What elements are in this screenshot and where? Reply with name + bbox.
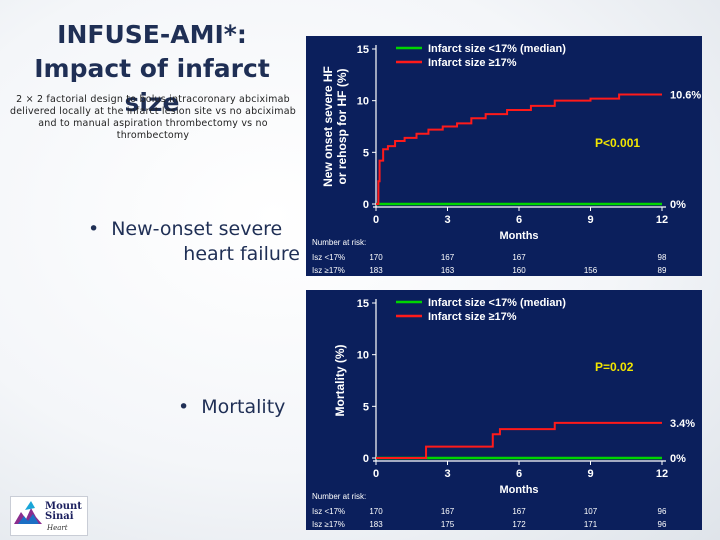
slide-title-line2: Impact of infarct size (34, 54, 270, 117)
legend-label: Infarct size ≥17% (428, 311, 517, 323)
x-axis-title: Months (499, 230, 538, 242)
at-risk-value: 107 (584, 507, 598, 516)
at-risk-value: 96 (658, 520, 667, 529)
p-value-label: P=0.02 (595, 360, 634, 374)
series-line-large-infarct (376, 93, 662, 205)
logo-subtitle: Heart (47, 524, 68, 532)
slide-title: INFUSE-AMI*: Impact of infarct size (4, 18, 300, 120)
bullet-heart-failure-line1: New-onset severe (111, 218, 283, 240)
at-risk-header: Number at risk: (312, 238, 366, 247)
km-chart-mortality: 0 5 10 15 0 3 6 9 12 Months Mortality (%) Infarct s… (312, 297, 695, 529)
x-tick-label: 3 (444, 214, 450, 226)
legend-label: Infarct size <17% (median) (428, 43, 566, 55)
at-risk-value: 167 (512, 507, 526, 516)
slide-title-line1: INFUSE-AMI*: (57, 20, 247, 49)
at-risk-value: 170 (369, 507, 383, 516)
slide-subtitle: 2 × 2 factorial design to bolus intracor… (10, 94, 296, 141)
at-risk-row-label: Isz ≥17% (312, 266, 345, 275)
series-end-label: 0% (670, 199, 686, 211)
at-risk-row-label: Isz ≥17% (312, 520, 345, 529)
y-tick-label: 0 (363, 453, 369, 465)
logo-wordmark-line2: Sinai (45, 511, 74, 522)
x-tick-label: 0 (373, 468, 379, 480)
logo-wordmark: Mount Sinai (45, 502, 82, 522)
at-risk-value: 170 (369, 253, 383, 262)
at-risk-value: 98 (658, 253, 667, 262)
at-risk-value: 163 (441, 266, 455, 275)
bullet-heart-failure-line2: heart failure (183, 243, 300, 265)
p-value-label: P<0.001 (595, 136, 640, 150)
y-tick-label: 10 (357, 96, 369, 108)
at-risk-value: 175 (441, 520, 455, 529)
y-tick-label: 15 (357, 298, 369, 310)
at-risk-value: 96 (658, 507, 667, 516)
y-axis-title-line1: New onset severe HF (321, 66, 335, 187)
chart-panel-heart-failure: 0 5 10 15 0 3 6 9 12 Months New onset severe HFor … (306, 36, 702, 276)
series-end-label: 10.6% (670, 89, 701, 101)
at-risk-value: 183 (369, 266, 383, 275)
y-axis-title: Mortality (%) (333, 344, 347, 416)
at-risk-value: 167 (441, 253, 455, 262)
at-risk-value: 183 (369, 520, 383, 529)
legend-label: Infarct size <17% (median) (428, 297, 566, 309)
legend-label: Infarct size ≥17% (428, 57, 517, 69)
km-chart-heart-failure: 0 5 10 15 0 3 6 9 12 Months New onset severe HFor … (312, 43, 701, 275)
x-tick-label: 9 (587, 468, 593, 480)
at-risk-value: 89 (658, 266, 667, 275)
y-axis-title-line2: or rehosp for HF (%) (335, 68, 349, 184)
series-line-large-infarct (376, 421, 662, 459)
at-risk-value: 172 (512, 520, 526, 529)
bullet-mortality: • Mortality (178, 395, 285, 420)
y-tick-label: 5 (363, 147, 369, 159)
x-tick-label: 6 (516, 468, 522, 480)
at-risk-header: Number at risk: (312, 492, 366, 501)
at-risk-value: 167 (512, 253, 526, 262)
y-tick-label: 5 (363, 401, 369, 413)
x-tick-label: 0 (373, 214, 379, 226)
at-risk-row-label: Isz <17% (312, 507, 345, 516)
y-tick-label: 10 (357, 350, 369, 362)
y-tick-label: 15 (357, 44, 369, 56)
x-tick-label: 6 (516, 214, 522, 226)
mount-sinai-mountain-icon (14, 501, 42, 524)
bullet-dot-icon: • (88, 218, 100, 240)
x-axis-title: Months (499, 484, 538, 496)
series-end-label: 0% (670, 453, 686, 465)
x-tick-label: 12 (656, 468, 668, 480)
at-risk-value: 171 (584, 520, 598, 529)
at-risk-value: 167 (441, 507, 455, 516)
y-tick-label: 0 (363, 199, 369, 211)
series-end-label: 3.4% (670, 418, 695, 430)
bullet-dot-icon: • (178, 396, 190, 418)
at-risk-row-label: Isz <17% (312, 253, 345, 262)
y-axis-title: New onset severe HFor rehosp for HF (%) (321, 66, 349, 187)
x-tick-label: 9 (587, 214, 593, 226)
x-tick-label: 12 (656, 214, 668, 226)
logo-wordmark-line1: Mount (45, 501, 82, 512)
chart-panel-mortality: 0 5 10 15 0 3 6 9 12 Months Mortality (%) Infarct s… (306, 290, 702, 530)
at-risk-value: 156 (584, 266, 598, 275)
bullet-heart-failure: • New-onset severe heart failure (88, 217, 300, 267)
bullet-mortality-label: Mortality (201, 396, 286, 418)
x-tick-label: 3 (444, 468, 450, 480)
mount-sinai-logo: Mount Sinai Heart (10, 496, 88, 536)
at-risk-value: 160 (512, 266, 526, 275)
